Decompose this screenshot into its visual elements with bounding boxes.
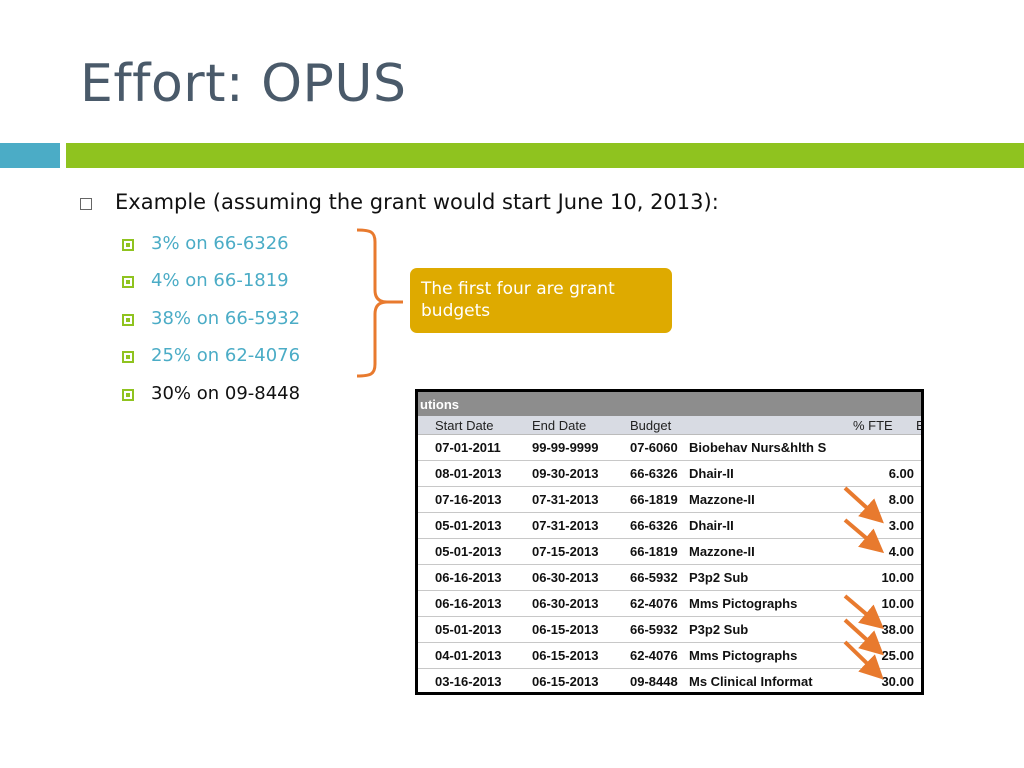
cell-budget: 62-4076 — [630, 648, 678, 663]
table-header-bar: utions — [418, 392, 921, 416]
cell-end-date: 07-31-2013 — [532, 518, 599, 533]
arrow-icon — [843, 518, 885, 554]
cell-end-date: 09-30-2013 — [532, 466, 599, 481]
sub-bullet-text: 30% on 09-8448 — [151, 383, 301, 404]
opus-table: utions Start Date End Date Budget % FTE … — [415, 389, 924, 695]
bullet-square-icon — [122, 239, 134, 251]
cell-fte: 8.00 — [888, 492, 914, 507]
col-budget: Budget — [630, 418, 672, 433]
table-row: 07-16-2013 07-31-2013 66-1819 Mazzone-II 8.0… — [418, 487, 921, 513]
cell-start-date: 05-01-2013 — [435, 518, 502, 533]
cell-budget: 62-4076 — [630, 596, 678, 611]
cell-fte: 30.00 — [881, 674, 914, 689]
cell-budget-name: Dhair-II — [689, 466, 734, 481]
cell-start-date: 06-16-2013 — [435, 596, 502, 611]
cell-start-date: 05-01-2013 — [435, 622, 502, 637]
table-row: 04-01-2013 06-15-2013 62-4076 Mms Pictograp… — [418, 643, 921, 669]
cell-budget-name: Mms Pictographs — [689, 648, 798, 663]
cell-budget-name: Mazzone-II — [689, 492, 755, 507]
sub-bullet-text: 25% on 62-4076 — [151, 345, 301, 366]
right-brace-icon — [356, 228, 403, 378]
bullet-square-icon — [122, 351, 134, 363]
main-bullet-text: Example (assuming the grant would start … — [115, 190, 719, 214]
cell-start-date: 07-01-2011 — [435, 440, 501, 455]
cell-end-date: 07-15-2013 — [532, 544, 599, 559]
cell-fte: 6.00 — [888, 466, 914, 481]
table-row: 05-01-2013 07-31-2013 66-6326 Dhair-II 3.00 — [418, 513, 921, 539]
cell-budget: 66-1819 — [630, 492, 678, 507]
accent-bar-teal — [0, 143, 60, 168]
column-headers: Start Date End Date Budget % FTE E — [418, 416, 921, 435]
cell-budget: 66-6326 — [630, 518, 678, 533]
col-end-date: End Date — [532, 418, 587, 433]
cell-end-date: 06-30-2013 — [532, 570, 599, 585]
cell-end-date: 06-15-2013 — [532, 622, 599, 637]
bullet-square-icon — [122, 314, 134, 326]
cell-end-date: 99-99-9999 — [532, 440, 599, 455]
sub-bullet-text: 38% on 66-5932 — [151, 308, 301, 329]
cell-end-date: 06-30-2013 — [532, 596, 599, 611]
accent-bar-green — [66, 143, 1024, 168]
table-row: 06-16-2013 06-30-2013 62-4076 Mms Pictograp… — [418, 591, 921, 617]
cell-budget: 66-5932 — [630, 570, 678, 585]
cell-budget-name: Dhair-II — [689, 518, 734, 533]
cell-start-date: 04-01-2013 — [435, 648, 502, 663]
callout-box: The first four are grant budgets — [410, 268, 672, 333]
cell-end-date: 06-15-2013 — [532, 648, 599, 663]
cell-budget-name: P3p2 Sub — [689, 570, 749, 585]
arrow-icon — [843, 594, 885, 630]
cell-end-date: 07-31-2013 — [532, 492, 599, 507]
cell-budget-name: P3p2 Sub — [689, 622, 749, 637]
col-start-date: Start Date — [435, 418, 494, 433]
cell-fte: 25.00 — [881, 648, 914, 663]
arrow-icon — [843, 640, 884, 680]
arrow-icon — [843, 618, 884, 656]
table-row: 05-01-2013 07-15-2013 66-1819 Mazzone-II 4.0… — [418, 539, 921, 565]
bullet-square-icon — [80, 198, 92, 210]
cell-budget-name: Biobehav Nurs&hlth S — [689, 440, 827, 455]
table-row: 06-16-2013 06-30-2013 66-5932 P3p2 Sub 10.00 — [418, 565, 921, 591]
cell-budget: 66-5932 — [630, 622, 678, 637]
cell-budget: 07-6060 — [630, 440, 678, 455]
table-row: 07-01-2011 99-99-9999 07-6060 Biobehav Nurs… — [418, 435, 921, 461]
cell-start-date: 05-01-2013 — [435, 544, 502, 559]
bullet-square-icon — [122, 276, 134, 288]
cell-budget: 66-1819 — [630, 544, 678, 559]
sub-bullet-text: 4% on 66-1819 — [151, 270, 289, 291]
table-row: 05-01-2013 06-15-2013 66-5932 P3p2 Sub 38.00 — [418, 617, 921, 643]
sub-bullet-text: 3% on 66-6326 — [151, 233, 289, 254]
cell-budget: 09-8448 — [630, 674, 678, 689]
cell-start-date: 08-01-2013 — [435, 466, 502, 481]
cell-fte: 10.00 — [881, 596, 914, 611]
cell-fte: 3.00 — [888, 518, 914, 533]
cell-budget-name: Ms Clinical Informat — [689, 674, 813, 689]
table-header-text: utions — [420, 397, 459, 412]
table-row: 08-01-2013 09-30-2013 66-6326 Dhair-II 6.00 — [418, 461, 921, 487]
cell-start-date: 06-16-2013 — [435, 570, 502, 585]
cell-budget: 66-6326 — [630, 466, 678, 481]
cell-fte: 4.00 — [888, 544, 914, 559]
cell-end-date: 06-15-2013 — [532, 674, 599, 689]
bullet-square-icon — [122, 389, 134, 401]
slide-title: Effort: OPUS — [80, 54, 407, 114]
arrow-icon — [843, 486, 884, 524]
col-fte: % FTE — [853, 418, 893, 433]
cell-budget-name: Mms Pictographs — [689, 596, 798, 611]
table-row: 03-16-2013 06-15-2013 09-8448 Ms Clinical I… — [418, 669, 921, 692]
cell-start-date: 03-16-2013 — [435, 674, 502, 689]
cell-fte: 10.00 — [881, 570, 914, 585]
cell-fte: 38.00 — [881, 622, 914, 637]
cell-start-date: 07-16-2013 — [435, 492, 502, 507]
col-e: E — [916, 418, 924, 433]
cell-budget-name: Mazzone-II — [689, 544, 755, 559]
